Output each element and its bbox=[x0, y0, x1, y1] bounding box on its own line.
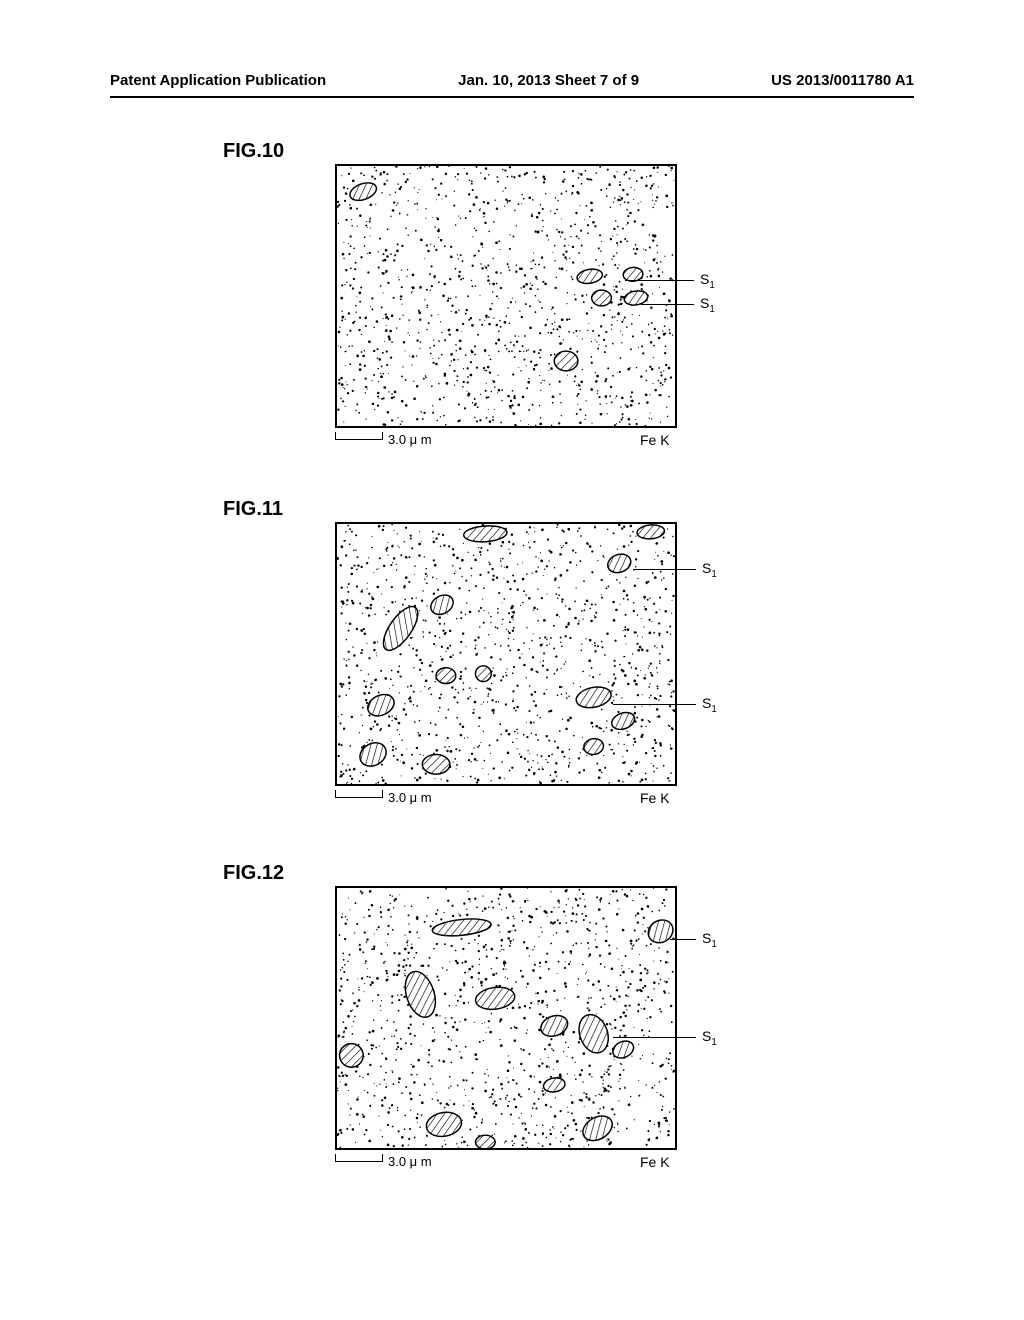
callout-line bbox=[613, 1037, 696, 1038]
page: Patent Application Publication Jan. 10, … bbox=[0, 0, 1024, 1320]
callout-label: S1 bbox=[702, 560, 717, 580]
micrograph bbox=[335, 886, 677, 1150]
element-label: Fe K bbox=[640, 790, 670, 806]
callout-label: S1 bbox=[702, 1028, 717, 1048]
figure-label: FIG.12 bbox=[223, 862, 284, 885]
callout-line bbox=[613, 704, 696, 705]
callout-label: S1 bbox=[702, 930, 717, 950]
figure-label: FIG.11 bbox=[223, 498, 283, 521]
callout-label: S1 bbox=[702, 695, 717, 715]
callout-line bbox=[670, 939, 696, 940]
micrograph bbox=[335, 164, 677, 428]
scale-bar bbox=[335, 1154, 383, 1162]
figure-label: FIG.10 bbox=[223, 140, 284, 163]
scale-text: 3.0 μ m bbox=[388, 1154, 432, 1169]
page-header: Patent Application Publication Jan. 10, … bbox=[110, 72, 914, 89]
micrograph bbox=[335, 522, 677, 786]
header-rule bbox=[110, 96, 914, 98]
callout-line bbox=[625, 280, 694, 281]
scale-text: 3.0 μ m bbox=[388, 432, 432, 447]
callout-line bbox=[633, 569, 696, 570]
scale-text: 3.0 μ m bbox=[388, 790, 432, 805]
callout-label: S1 bbox=[700, 295, 715, 315]
callout-line bbox=[641, 304, 694, 305]
callout-label: S1 bbox=[700, 271, 715, 291]
element-label: Fe K bbox=[640, 1154, 670, 1170]
header-right: US 2013/0011780 A1 bbox=[771, 72, 914, 89]
element-label: Fe K bbox=[640, 432, 670, 448]
header-center: Jan. 10, 2013 Sheet 7 of 9 bbox=[458, 72, 639, 89]
header-left: Patent Application Publication bbox=[110, 72, 326, 89]
scale-bar bbox=[335, 790, 383, 798]
scale-bar bbox=[335, 432, 383, 440]
